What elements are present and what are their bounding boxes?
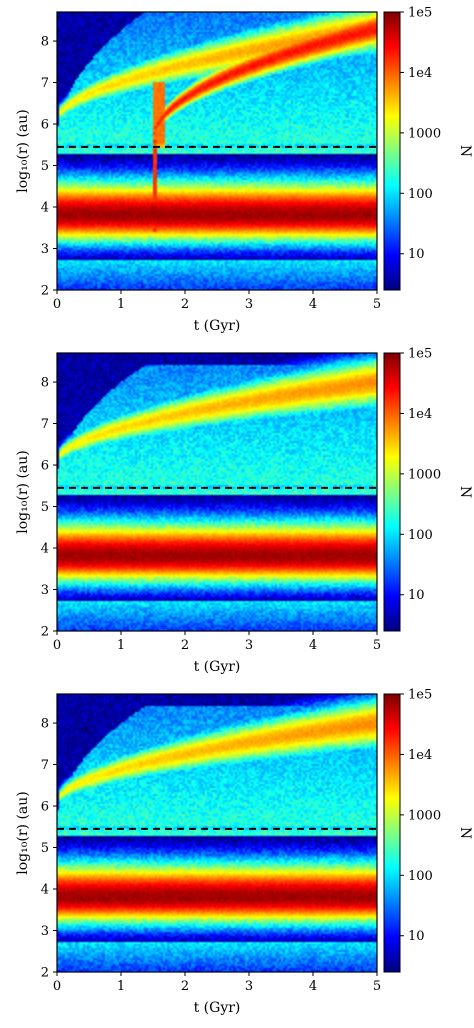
colorbar-tick-label: 1e5 <box>408 688 432 703</box>
y-axis-label: log₁₀(r) (au) <box>15 791 31 874</box>
y-tick-label: 7 <box>41 76 49 91</box>
y-tick-label: 6 <box>41 800 49 815</box>
x-tick-label: 3 <box>245 638 253 653</box>
colorbar-tick-label: 10 <box>408 247 425 262</box>
chart-svg: 0 1 2 3 4 5 2 3 4 5 6 7 8 t (Gyr) log₁₀(r) (au) 10 100 10… <box>15 347 473 676</box>
colorbar-tick-label: 1000 <box>408 808 441 823</box>
y-tick-label: 3 <box>41 583 49 598</box>
x-tick-label: 4 <box>309 297 317 312</box>
y-tick-label: 2 <box>41 625 49 640</box>
x-tick-label: 3 <box>245 979 253 994</box>
x-tick-label: 5 <box>373 979 381 994</box>
heatmap-image <box>57 12 377 290</box>
colorbar-tick-label: 1000 <box>408 126 441 141</box>
heatmap-image <box>57 353 377 631</box>
plot-frame <box>56 693 378 973</box>
colorbar-tick-label: 1e5 <box>408 347 432 362</box>
x-axis-label: t (Gyr) <box>194 659 241 675</box>
y-tick-label: 8 <box>41 376 49 391</box>
y-tick-label: 8 <box>41 717 49 732</box>
x-tick-label: 2 <box>181 638 189 653</box>
y-tick-label: 4 <box>41 201 49 216</box>
y-axis-label: log₁₀(r) (au) <box>15 109 31 192</box>
y-tick-label: 6 <box>41 118 49 133</box>
colorbar-tick-label: 10 <box>408 929 425 944</box>
colorbar <box>383 693 401 973</box>
x-tick-label: 2 <box>181 979 189 994</box>
x-tick-label: 0 <box>53 297 61 312</box>
x-tick-label: 1 <box>117 638 125 653</box>
colorbar-tick-label: 1e4 <box>408 407 432 422</box>
x-tick-label: 1 <box>117 979 125 994</box>
x-tick-label: 4 <box>309 638 317 653</box>
chart-svg: 0 1 2 3 4 5 2 3 4 5 6 7 8 t (Gyr) log₁₀(r) (au) 10 100 10… <box>15 688 473 1017</box>
y-tick-label: 5 <box>41 159 49 174</box>
plot-frame <box>56 352 378 632</box>
y-tick-label: 5 <box>41 500 49 515</box>
chart-svg: 0 1 2 3 4 5 2 3 4 5 6 7 8 t (Gyr) log₁₀(r) (au) 10 100 10… <box>15 6 473 335</box>
colorbar-label: N <box>457 486 473 498</box>
colorbar-tick-label: 1e5 <box>408 6 432 21</box>
colorbar-tick-label: 10 <box>408 588 425 603</box>
colorbar-tick-label: 100 <box>408 869 433 884</box>
y-tick-label: 5 <box>41 841 49 856</box>
x-tick-label: 5 <box>373 297 381 312</box>
x-tick-label: 4 <box>309 979 317 994</box>
y-tick-label: 2 <box>41 966 49 981</box>
x-axis-label: t (Gyr) <box>194 1000 241 1016</box>
y-tick-label: 3 <box>41 242 49 257</box>
y-tick-label: 7 <box>41 758 49 773</box>
colorbar-tick-label: 100 <box>408 187 433 202</box>
x-tick-label: 0 <box>53 979 61 994</box>
y-tick-label: 4 <box>41 883 49 898</box>
colorbar-tick-label: 100 <box>408 528 433 543</box>
chart-panel-3: 0 1 2 3 4 5 2 3 4 5 6 7 8 t (Gyr) log₁₀(r) (au) 10 100 10… <box>0 682 474 1023</box>
chart-panel-1: 0 1 2 3 4 5 2 3 4 5 6 7 8 t (Gyr) log₁₀(r) (au) 10 100 10… <box>0 0 474 341</box>
chart-panel-2: 0 1 2 3 4 5 2 3 4 5 6 7 8 t (Gyr) log₁₀(r) (au) 10 100 10… <box>0 341 474 682</box>
y-tick-label: 3 <box>41 924 49 939</box>
colorbar <box>383 11 401 291</box>
y-tick-label: 2 <box>41 284 49 299</box>
x-tick-label: 3 <box>245 297 253 312</box>
x-tick-label: 0 <box>53 638 61 653</box>
y-tick-label: 8 <box>41 35 49 50</box>
x-tick-label: 5 <box>373 638 381 653</box>
y-tick-label: 7 <box>41 417 49 432</box>
plot-frame <box>56 11 378 291</box>
colorbar-tick-label: 1e4 <box>408 748 432 763</box>
colorbar-tick-label: 1e4 <box>408 66 432 81</box>
colorbar <box>383 352 401 632</box>
colorbar-tick-label: 1000 <box>408 467 441 482</box>
y-axis-label: log₁₀(r) (au) <box>15 450 31 533</box>
colorbar-label: N <box>457 145 473 157</box>
y-tick-label: 6 <box>41 459 49 474</box>
y-tick-label: 4 <box>41 542 49 557</box>
x-tick-label: 1 <box>117 297 125 312</box>
heatmap-image <box>57 694 377 972</box>
colorbar-label: N <box>457 827 473 839</box>
x-tick-label: 2 <box>181 297 189 312</box>
x-axis-label: t (Gyr) <box>194 318 241 334</box>
